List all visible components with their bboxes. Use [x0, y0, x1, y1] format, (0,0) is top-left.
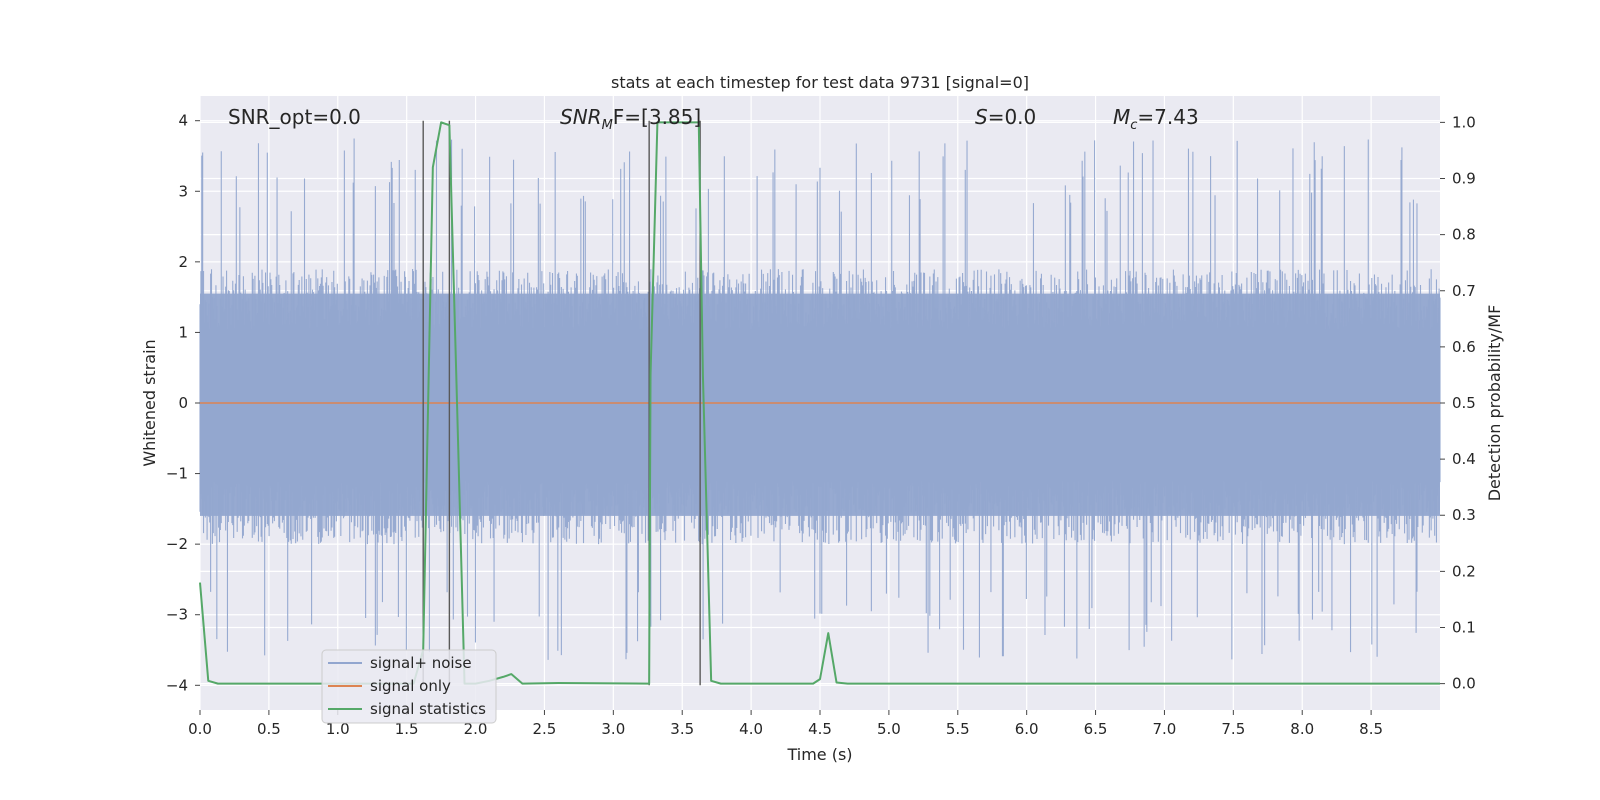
right-y-tick-label: 0.3 [1452, 506, 1476, 524]
x-tick-label: 1.5 [395, 720, 419, 738]
mc-subscript: c [1130, 118, 1137, 133]
left-y-tick-label: 3 [178, 182, 188, 200]
x-tick-label: 5.0 [877, 720, 901, 738]
right-y-tick-label: 0.9 [1452, 170, 1476, 188]
right-y-tick-label: 0.0 [1452, 675, 1476, 693]
x-axis-ticks: 0.0 0.5 1.0 1.5 2.0 2.5 3.0 3.5 4.0 4.5 5.0 5.5 6.0 6… [188, 710, 1383, 738]
x-tick-label: 8.5 [1359, 720, 1383, 738]
x-tick-label: 0.0 [188, 720, 212, 738]
mc-main: M [1113, 105, 1130, 129]
left-y-axis-label: Whitened strain [140, 339, 159, 466]
left-y-tick-label: 1 [178, 323, 188, 341]
legend-label-signal-only: signal only [370, 677, 451, 695]
x-tick-label: 6.0 [1015, 720, 1039, 738]
left-y-tick-label: −1 [166, 465, 188, 483]
snr-mf-subscript: M [602, 118, 613, 133]
right-y-axis-ticks: 1.0 0.9 0.8 0.7 0.6 0.5 0.4 0.3 0.2 0.1 0.0 [1440, 113, 1476, 693]
x-tick-label: 4.5 [808, 720, 832, 738]
x-tick-label: 3.5 [670, 720, 694, 738]
s-rest: =0.0 [988, 105, 1037, 129]
x-tick-label: 7.5 [1221, 720, 1245, 738]
signal-noise-series [199, 138, 1441, 660]
left-y-tick-label: 4 [178, 112, 188, 130]
legend-box [321, 649, 497, 724]
left-y-tick-label: 0 [178, 394, 188, 412]
x-tick-label: 2.5 [533, 720, 557, 738]
snr-opt-annotation: SNR_opt=0.0 [228, 105, 361, 129]
left-y-tick-label: 2 [178, 253, 188, 271]
left-y-tick-label: −4 [166, 676, 188, 694]
left-y-tick-label: −3 [166, 606, 188, 624]
snr-mf-main: SNR [560, 105, 602, 129]
right-y-tick-label: 0.8 [1452, 226, 1476, 244]
right-y-tick-label: 0.2 [1452, 562, 1476, 580]
x-tick-label: 4.0 [739, 720, 763, 738]
x-tick-label: 7.0 [1153, 720, 1177, 738]
s-main: S [975, 105, 988, 129]
right-y-tick-label: 0.6 [1452, 338, 1476, 356]
s-annotation: S=0.0 [975, 105, 1036, 129]
x-tick-label: 6.5 [1084, 720, 1108, 738]
legend-label-noise: signal+ noise [370, 654, 472, 672]
x-tick-label: 2.0 [464, 720, 488, 738]
snr-mf-rest: F=[3.85] [613, 105, 701, 129]
x-tick-label: 5.5 [946, 720, 970, 738]
legend: signal+ noise signal only signal statist… [321, 649, 497, 724]
left-y-tick-label: −2 [166, 535, 188, 553]
x-tick-label: 0.5 [257, 720, 281, 738]
right-y-axis-label: Detection probability/MF [1485, 305, 1504, 502]
signal-statistics-series [199, 121, 1440, 685]
mc-annotation: Mc=7.43 [1113, 105, 1199, 133]
legend-label-statistics: signal statistics [370, 700, 486, 718]
x-tick-label: 3.0 [601, 720, 625, 738]
right-y-tick-label: 0.4 [1452, 450, 1476, 468]
x-tick-label: 1.0 [326, 720, 350, 738]
snr-mf-annotation: SNRMF=[3.85] [560, 105, 701, 133]
right-y-tick-label: 0.5 [1452, 394, 1476, 412]
right-y-tick-label: 1.0 [1452, 113, 1476, 131]
x-axis-label: Time (s) [786, 745, 852, 764]
right-y-tick-label: 0.1 [1452, 618, 1476, 636]
right-y-tick-label: 0.7 [1452, 282, 1476, 300]
mc-rest: =7.43 [1137, 105, 1198, 129]
chart-title: stats at each timestep for test data 973… [611, 73, 1029, 92]
signal-statistics-line [199, 121, 1440, 685]
left-y-axis-ticks: 4 3 2 1 0 −1 −2 −3 −4 [166, 112, 200, 694]
noise-trace [199, 138, 1441, 660]
x-tick-label: 8.0 [1290, 720, 1314, 738]
